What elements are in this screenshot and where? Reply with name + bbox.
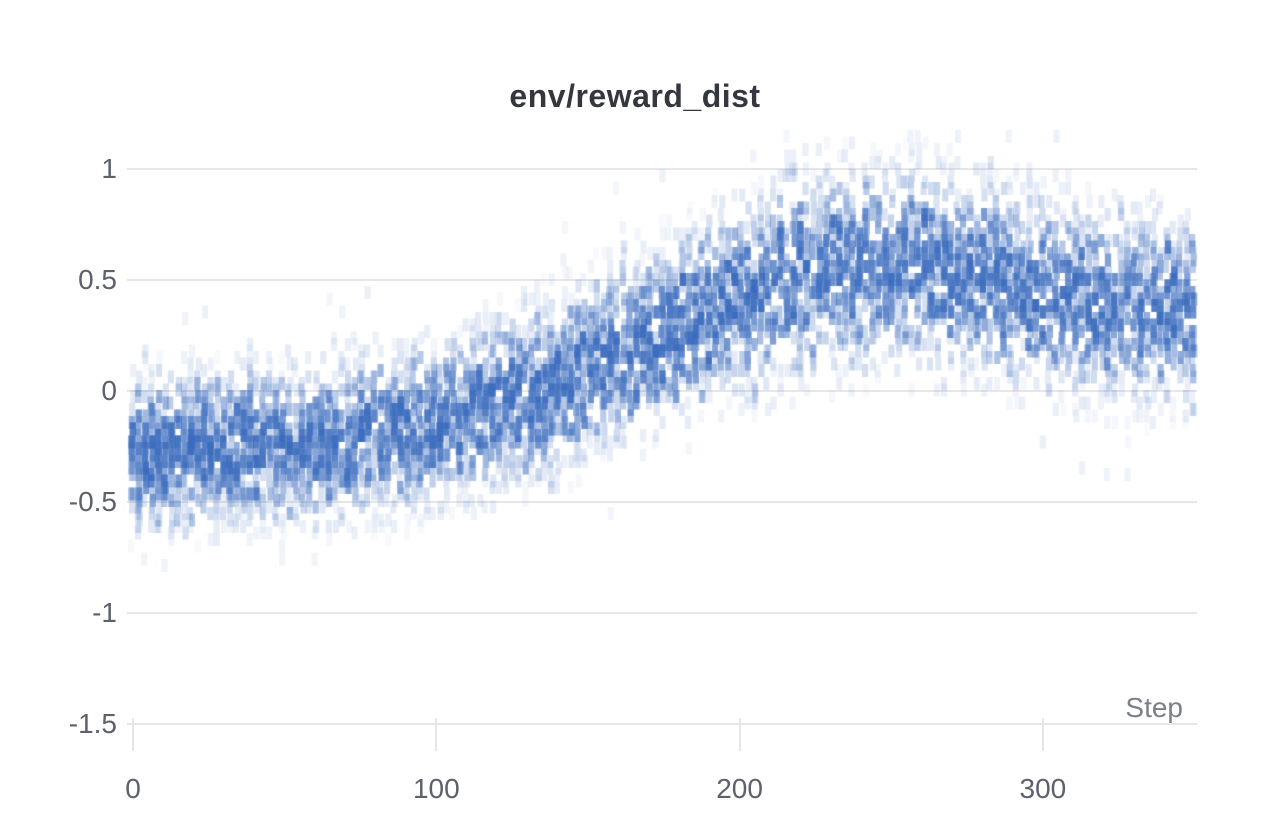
x-axis-title: Step [1125, 692, 1183, 723]
y-tick-label: -1.5 [68, 708, 117, 739]
x-tick-label: 200 [716, 773, 763, 804]
y-tick-label: -0.5 [68, 485, 117, 517]
x-tick-label: 300 [1019, 773, 1067, 804]
y-tick-label: 1 [101, 152, 117, 184]
y-tick-label: 0.5 [78, 263, 117, 295]
x-tick-label: 100 [412, 773, 460, 804]
y-tick-label: 0 [101, 374, 117, 406]
x-tick-label: 0 [125, 773, 141, 804]
y-tick-label: -1 [92, 596, 117, 628]
